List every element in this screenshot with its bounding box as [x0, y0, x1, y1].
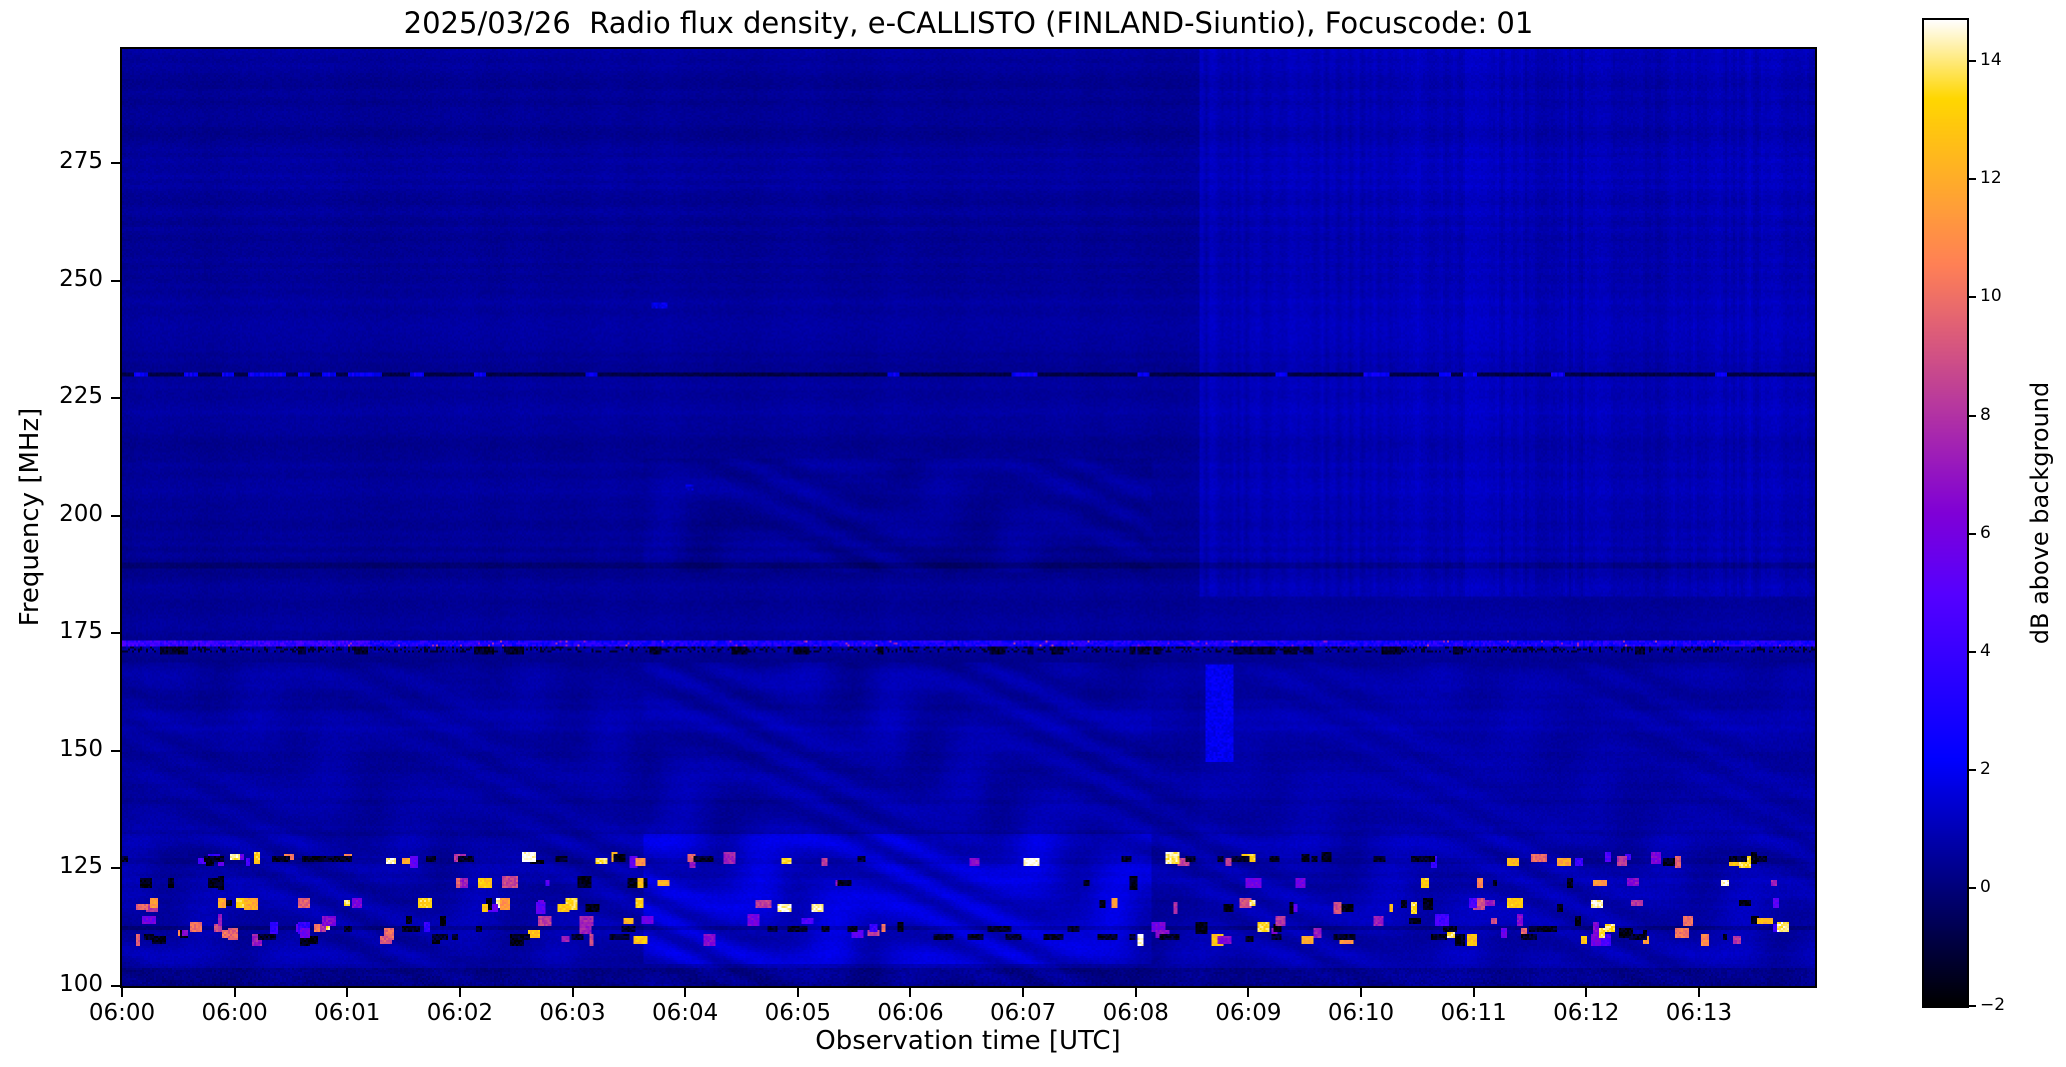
x-tick-label: 06:05 [764, 1000, 831, 1026]
y-tick-mark [111, 397, 120, 400]
x-tick-mark [1022, 988, 1025, 997]
y-tick-mark [111, 749, 120, 752]
x-tick-mark [346, 988, 349, 997]
spectrogram-canvas [122, 49, 1815, 986]
colorbar-tick-mark [1969, 296, 1976, 299]
y-tick-label: 225 [59, 383, 103, 410]
y-tick-label: 275 [59, 148, 103, 175]
colorbar-tick-label: 6 [1980, 522, 1991, 543]
x-tick-mark [909, 988, 912, 997]
x-tick-label: 06:09 [1215, 1000, 1282, 1026]
x-tick-mark [1585, 988, 1588, 997]
y-tick-label: 125 [59, 853, 103, 880]
colorbar-tick-mark [1969, 60, 1976, 63]
x-tick-label: 06:12 [1553, 1000, 1620, 1026]
x-axis-label: Observation time [UTC] [815, 1026, 1121, 1056]
x-tick-mark [796, 988, 799, 997]
y-tick-label: 100 [59, 971, 103, 997]
x-tick-mark [1360, 988, 1363, 997]
x-tick-label: 06:03 [539, 1000, 606, 1026]
x-tick-label: 06:06 [877, 1000, 944, 1026]
plot-frame [120, 47, 1817, 988]
colorbar-tick-label: 8 [1980, 404, 1991, 425]
y-tick-label: 250 [59, 265, 103, 292]
y-tick-mark [111, 279, 120, 282]
x-tick-label: 06:00 [201, 1000, 268, 1026]
colorbar-tick-label: 0 [1980, 876, 1991, 897]
colorbar-tick-label: −2 [1980, 995, 2006, 1015]
colorbar-tick-mark [1969, 768, 1976, 771]
x-tick-label: 06:10 [1327, 1000, 1395, 1026]
x-tick-mark [1472, 988, 1475, 997]
x-tick-label: 06:13 [1665, 1000, 1733, 1026]
x-tick-mark [571, 988, 574, 997]
x-tick-mark [1134, 988, 1137, 997]
x-tick-mark [121, 988, 123, 997]
colorbar-tick-label: 10 [1980, 286, 2002, 307]
colorbar-tick-mark [1969, 178, 1976, 181]
y-tick-mark [111, 162, 120, 165]
x-tick-mark [684, 988, 687, 997]
chart-title: 2025/03/26 Radio flux density, e-CALLIST… [403, 6, 1534, 40]
x-tick-label: 06:08 [1102, 1000, 1169, 1026]
x-tick-label: 06:11 [1440, 1000, 1507, 1026]
colorbar-tick-mark [1969, 532, 1976, 535]
colorbar-tick-mark [1969, 414, 1976, 417]
y-tick-mark [111, 985, 120, 987]
y-tick-label: 175 [59, 618, 103, 645]
y-tick-mark [111, 514, 120, 517]
colorbar-tick-mark [1969, 650, 1976, 653]
y-tick-mark [111, 867, 120, 870]
x-tick-mark [1247, 988, 1250, 997]
colorbar-tick-label: 12 [1980, 168, 2002, 189]
colorbar-tick-mark [1969, 1005, 1976, 1007]
y-tick-label: 200 [59, 500, 103, 527]
x-tick-mark [233, 988, 236, 997]
colorbar-tick-label: 4 [1980, 640, 1991, 661]
colorbar-label: dB above background [2026, 381, 2054, 645]
y-tick-mark [111, 632, 120, 635]
x-tick-label: 06:07 [989, 1000, 1057, 1026]
colorbar-tick-label: 14 [1980, 50, 2002, 71]
x-tick-mark [458, 988, 461, 997]
x-tick-label: 06:02 [426, 1000, 494, 1026]
colorbar-tick-label: 2 [1980, 758, 1991, 779]
x-tick-mark [1697, 988, 1700, 997]
colorbar-tick-mark [1969, 886, 1976, 889]
x-tick-label: 06:00 [88, 1000, 156, 1026]
y-tick-label: 150 [59, 735, 103, 762]
colorbar-frame [1922, 18, 1969, 1008]
x-tick-label: 06:04 [652, 1000, 719, 1026]
x-tick-label: 06:01 [314, 1000, 381, 1026]
colorbar-canvas [1924, 20, 1967, 1006]
